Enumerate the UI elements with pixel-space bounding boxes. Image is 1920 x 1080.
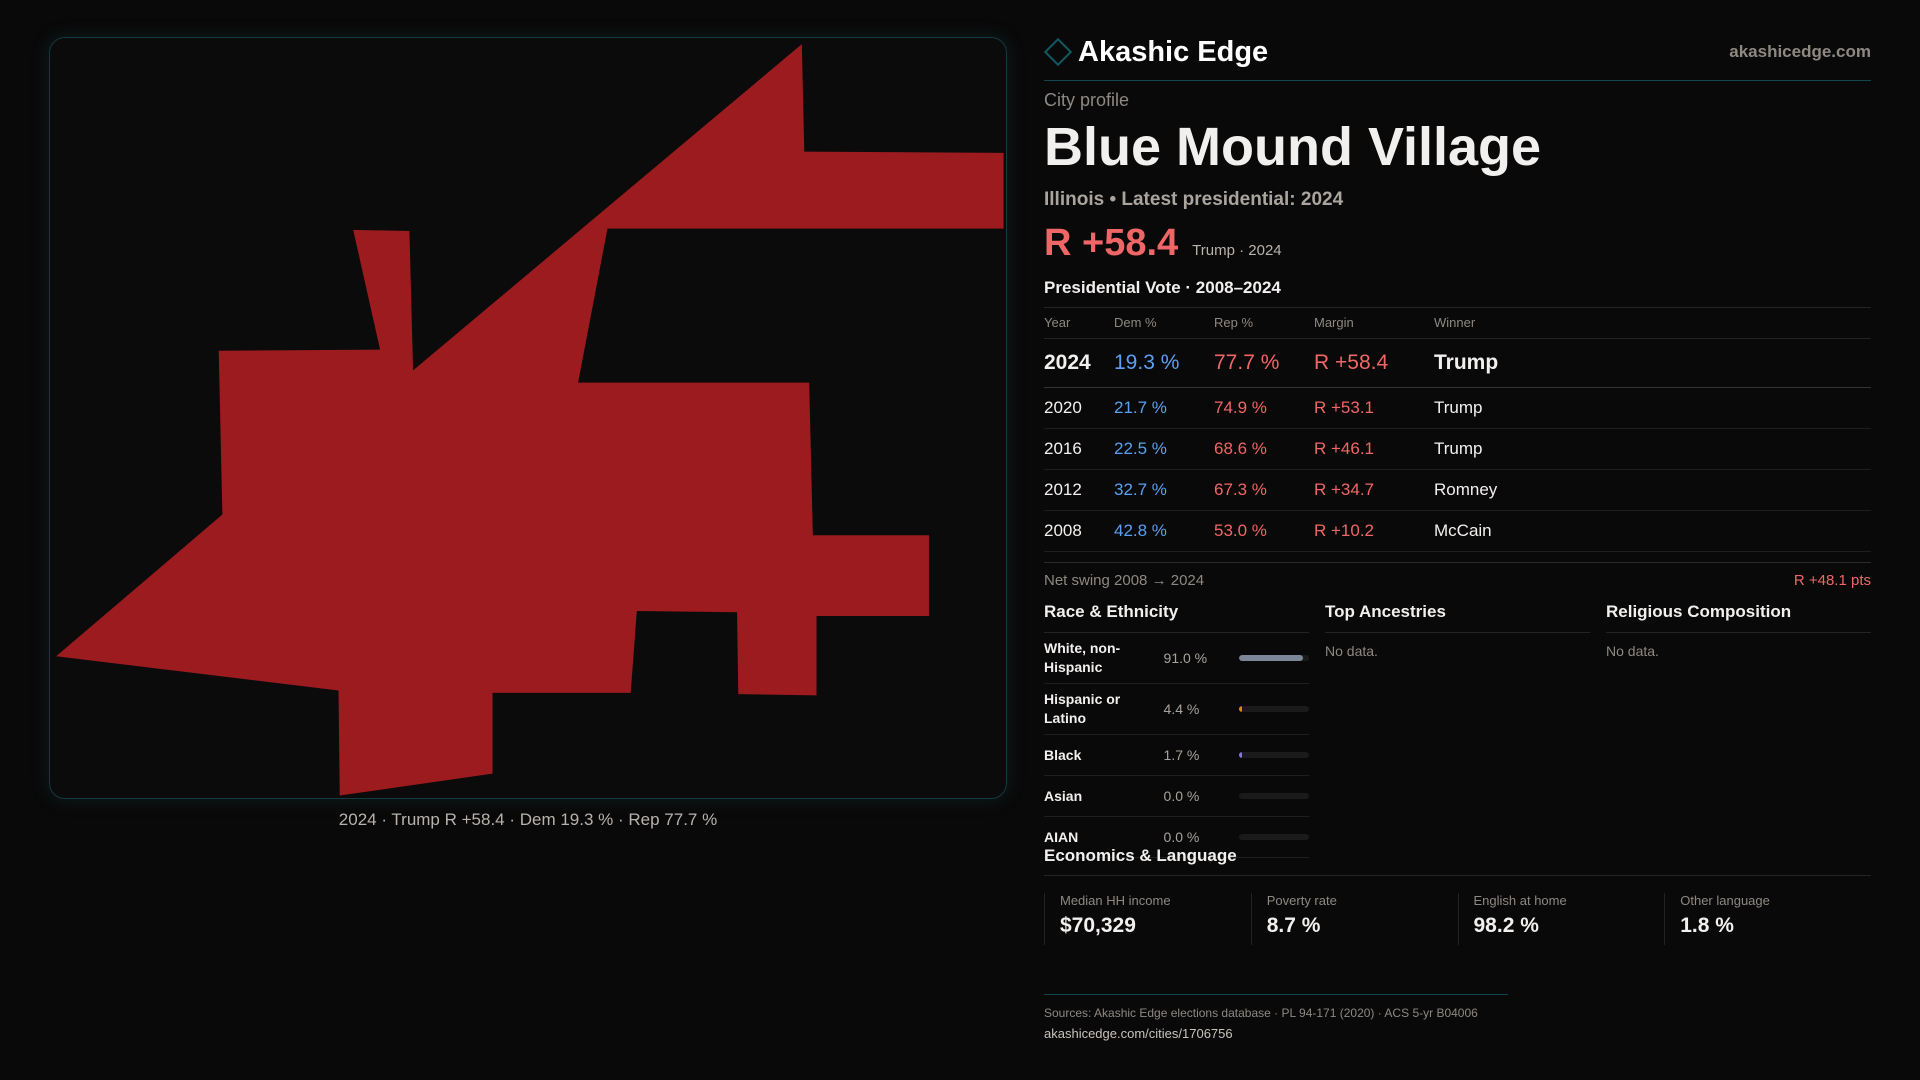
margin: R +10.2 <box>1314 510 1434 552</box>
winner: Trump <box>1434 338 1871 388</box>
col-rep: Rep % <box>1214 307 1314 339</box>
race-bar-fill <box>1239 655 1303 661</box>
race-bar <box>1239 706 1309 712</box>
rep-pct: 68.6 % <box>1214 428 1314 470</box>
winner: Trump <box>1434 387 1871 429</box>
city-boundary-shape <box>56 44 1004 796</box>
swing-label: Net swing 2008 → 2024 <box>1044 572 1205 589</box>
race-label: Black <box>1044 746 1082 763</box>
stat-other-language: Other language 1.8 % <box>1664 893 1871 945</box>
year: 2020 <box>1044 387 1114 429</box>
stat-english-home: English at home 98.2 % <box>1457 893 1665 945</box>
swing-value: R +48.1 pts <box>1793 572 1871 589</box>
table-row: 2008 42.8 % 53.0 % R +10.2 McCain <box>1044 510 1871 552</box>
race-row: AIAN 0.0 % <box>1044 817 1309 858</box>
race-label: White, non-Hispanic <box>1044 640 1121 675</box>
table-row: 2024 19.3 % 77.7 % R +58.4 Trump <box>1044 338 1871 388</box>
header: Akashic Edge akashicedge.com <box>1043 30 1871 74</box>
race-bar-fill <box>1239 706 1243 712</box>
year: 2008 <box>1044 510 1114 552</box>
race-row: Asian 0.0 % <box>1044 776 1309 817</box>
vote-heading: Presidential Vote · 2008–2024 <box>1044 278 1281 297</box>
year: 2024 <box>1044 338 1114 388</box>
race-bar-fill <box>1239 752 1243 758</box>
margin: R +46.1 <box>1314 428 1434 470</box>
race-label: Asian <box>1044 787 1083 804</box>
header-divider <box>1044 80 1871 81</box>
rep-pct: 74.9 % <box>1214 387 1314 429</box>
table-row: 2016 22.5 % 68.6 % R +46.1 Trump <box>1044 428 1871 470</box>
brand-name: Akashic Edge <box>1078 35 1269 68</box>
rep-pct: 53.0 % <box>1214 510 1314 552</box>
race-bar <box>1239 834 1309 840</box>
race-bar <box>1239 655 1309 661</box>
race-label: Hispanic or Latino <box>1044 691 1121 726</box>
rep-pct: 67.3 % <box>1214 469 1314 511</box>
subtitle: Illinois • Latest presidential: 2024 <box>1044 189 1344 210</box>
year: 2012 <box>1044 469 1114 511</box>
rep-pct: 77.7 % <box>1214 338 1314 388</box>
col-margin: Margin <box>1314 307 1434 339</box>
page-title: Blue Mound Village <box>1044 117 1542 177</box>
table-row: 2012 32.7 % 67.3 % R +34.7 Romney <box>1044 469 1871 511</box>
economics-stats: Median HH income $70,329 Poverty rate 8.7 … <box>1044 893 1871 945</box>
ancestries-section: Top Ancestries No data. <box>1325 602 1590 659</box>
sources: Sources: Akashic Edge elections database… <box>1044 1006 1478 1020</box>
site-link[interactable]: akashicedge.com <box>1729 42 1871 61</box>
divider <box>1044 875 1871 876</box>
race-bar <box>1239 752 1309 758</box>
dem-pct: 19.3 % <box>1114 338 1214 388</box>
city-url[interactable]: akashicedge.com/cities/1706756 <box>1044 1026 1233 1041</box>
brand[interactable]: Akashic Edge <box>1043 35 1269 69</box>
ancestries-heading: Top Ancestries <box>1325 602 1446 621</box>
race-row: White, non-Hispanic 91.0 % <box>1044 633 1309 684</box>
city-boundary-map[interactable] <box>49 37 1007 799</box>
col-year: Year <box>1044 307 1114 339</box>
diamond-logo-icon <box>1043 37 1073 67</box>
headline-margin-note: Trump · 2024 <box>1192 242 1282 259</box>
stat-median-income: Median HH income $70,329 <box>1044 893 1251 945</box>
race-bar <box>1239 793 1309 799</box>
dem-pct: 21.7 % <box>1114 387 1214 429</box>
map-caption: 2024 · Trump R +58.4 · Dem 19.3 % · Rep … <box>338 810 718 829</box>
religion-empty: No data. <box>1606 643 1659 659</box>
religion-section: Religious Composition No data. <box>1606 602 1871 659</box>
race-row: Black 1.7 % <box>1044 735 1309 776</box>
headline-margin: R +58.4 <box>1044 222 1179 264</box>
economics-heading: Economics & Language <box>1044 846 1237 865</box>
margin: R +58.4 <box>1314 338 1434 388</box>
footer-divider <box>1044 994 1508 995</box>
table-header: Year Dem % Rep % Margin Winner <box>1044 307 1871 339</box>
year: 2016 <box>1044 428 1114 470</box>
race-pct: 91.0 % <box>1163 650 1208 666</box>
vote-table: Year Dem % Rep % Margin Winner 2024 19.3 … <box>1044 307 1871 552</box>
race-row: Hispanic or Latino 4.4 % <box>1044 684 1309 735</box>
dem-pct: 22.5 % <box>1114 428 1214 470</box>
margin: R +53.1 <box>1314 387 1434 429</box>
race-pct: 0.0 % <box>1163 829 1200 845</box>
divider <box>1044 562 1871 563</box>
race-heading: Race & Ethnicity <box>1044 602 1179 621</box>
winner: Trump <box>1434 428 1871 470</box>
col-dem: Dem % <box>1114 307 1214 339</box>
winner: Romney <box>1434 469 1871 511</box>
col-winner: Winner <box>1434 307 1871 339</box>
dem-pct: 42.8 % <box>1114 510 1214 552</box>
race-label: AIAN <box>1044 828 1079 845</box>
dem-pct: 32.7 % <box>1114 469 1214 511</box>
kicker: City profile <box>1044 90 1130 110</box>
race-pct: 1.7 % <box>1163 747 1200 763</box>
winner: McCain <box>1434 510 1871 552</box>
stat-poverty-rate: Poverty rate 8.7 % <box>1250 893 1458 945</box>
ancestries-empty: No data. <box>1325 643 1378 659</box>
race-pct: 4.4 % <box>1163 701 1200 717</box>
margin: R +34.7 <box>1314 469 1434 511</box>
religion-heading: Religious Composition <box>1606 602 1792 621</box>
table-row: 2020 21.7 % 74.9 % R +53.1 Trump <box>1044 387 1871 429</box>
race-section: Race & Ethnicity White, non-Hispanic 91.0… <box>1044 602 1309 858</box>
race-pct: 0.0 % <box>1163 788 1200 804</box>
